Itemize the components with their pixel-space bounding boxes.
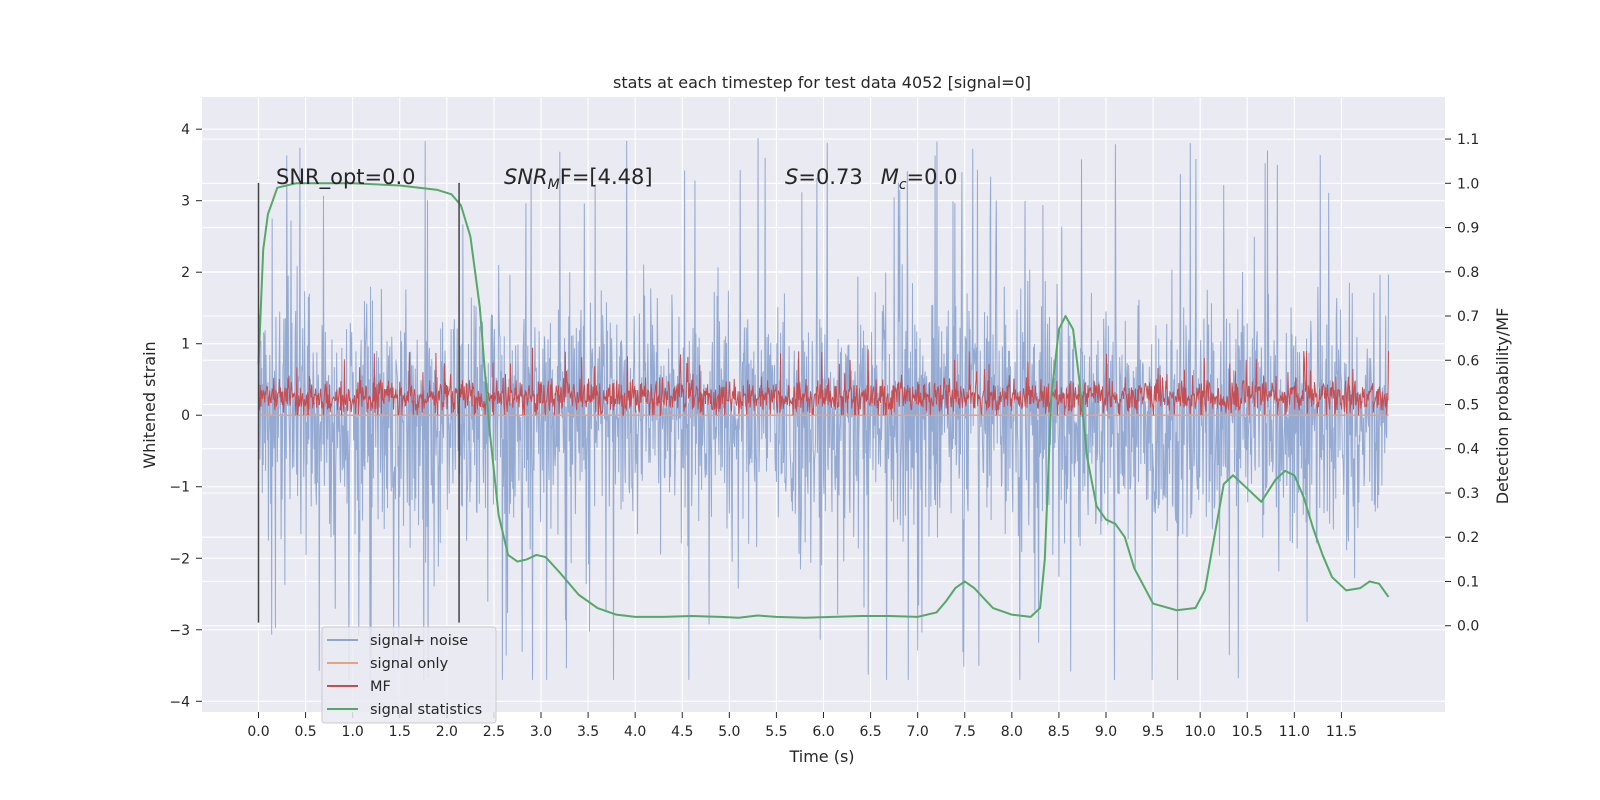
x-tick-label-6: 3.0: [530, 724, 552, 740]
annotation-snr-mf-label: SNR: [504, 165, 548, 189]
annotation-s-value: =0.73: [798, 165, 862, 189]
x-tick-label-22: 11.0: [1279, 724, 1310, 740]
x-axis-label: Time (s): [788, 747, 854, 766]
x-tick-label-13: 6.5: [859, 724, 881, 740]
legend-box: [321, 626, 497, 724]
x-tick-label-7: 3.5: [577, 724, 599, 740]
y2-tick-label-8: 0.3: [1457, 486, 1479, 502]
y2-tick-label-3: 0.8: [1457, 265, 1479, 281]
x-tick-label-20: 10.0: [1185, 724, 1216, 740]
x-tick-label-19: 9.5: [1142, 724, 1164, 740]
x-tick-label-2: 1.0: [342, 724, 364, 740]
y2-tick-label-10: 0.1: [1457, 574, 1479, 590]
x-tick-label-11: 5.5: [765, 724, 787, 740]
mf-line: [258, 347, 1389, 416]
annotation-mc-sub: c: [899, 177, 907, 193]
y-tick-label-1: 3: [181, 194, 190, 210]
y-tick-label-7: −3: [169, 623, 190, 639]
x-tick-label-3: 1.5: [389, 724, 411, 740]
annotation-snr-mf-value: F=[4.48]: [560, 165, 653, 189]
y2-tick-label-9: 0.2: [1457, 530, 1479, 546]
y-tick-label-2: 2: [181, 265, 190, 281]
annotation-snr-mf-sub: M: [548, 177, 560, 193]
annotation-snr-mf: SNRMF=[4.48]: [504, 165, 653, 193]
y2-ticks: 1.1 1.0 0.9 0.8 0.7 0.6 0.5 0.4 0.3 0.2 0.1 0.0: [1445, 132, 1479, 635]
x-tick-label-9: 4.5: [671, 724, 693, 740]
statistics-line: [257, 182, 1390, 619]
y2-axis-label: Detection probability/MF: [1493, 308, 1512, 505]
y-tick-label-5: −1: [169, 480, 190, 496]
x-ticks: 0.0 0.5 1.0 1.5 2.0 2.5 3.0 3.5 4.0 4.5 5.0 5.5 6.0 6…: [247, 712, 1357, 740]
y2-tick-label-11: 0.0: [1457, 619, 1479, 635]
x-tick-label-0: 0.0: [247, 724, 269, 740]
x-tick-label-18: 9.0: [1095, 724, 1117, 740]
x-tick-label-17: 8.5: [1048, 724, 1070, 740]
x-tick-label-4: 2.0: [436, 724, 458, 740]
x-tick-label-8: 4.0: [624, 724, 646, 740]
y-tick-label-6: −2: [169, 551, 190, 567]
y-ticks: 4 3 2 1 0 −1 −2 −3 −4: [169, 122, 202, 710]
annotation-s-label: S: [785, 165, 798, 189]
annotation-mc-value: =0.0: [907, 165, 958, 189]
y-axis-label: Whitened strain: [140, 341, 159, 468]
annotation-snr-opt: SNR_opt=0.0: [276, 165, 416, 190]
legend-label-mf: MF: [370, 679, 391, 695]
y2-tick-label-6: 0.5: [1457, 398, 1479, 414]
annotation-s-mc: S=0.73 Mc=0.0: [785, 165, 958, 193]
y2-tick-label-0: 1.1: [1457, 132, 1479, 148]
y-tick-label-4: 0: [181, 408, 190, 424]
y-tick-label-3: 1: [181, 337, 190, 353]
y2-tick-label-4: 0.7: [1457, 309, 1479, 325]
y2-tick-label-2: 0.9: [1457, 221, 1479, 237]
series-signal-statistics: [257, 182, 1390, 619]
x-tick-label-12: 6.0: [812, 724, 834, 740]
y-tick-label-8: −4: [169, 694, 190, 710]
x-tick-label-5: 2.5: [483, 724, 505, 740]
legend: signal+ noise signal only MF signal stat…: [321, 626, 497, 724]
annotation-mc-label: M: [881, 165, 899, 189]
series-mf: [258, 347, 1389, 416]
legend-label-signal-noise: signal+ noise: [370, 633, 468, 649]
x-tick-label-1: 0.5: [294, 724, 316, 740]
x-tick-label-10: 5.0: [718, 724, 740, 740]
y-tick-label-0: 4: [181, 122, 190, 138]
x-tick-label-15: 7.5: [954, 724, 976, 740]
x-tick-label-23: 11.5: [1326, 724, 1357, 740]
y2-tick-label-5: 0.6: [1457, 353, 1479, 369]
legend-label-signal-only: signal only: [370, 656, 449, 672]
y2-tick-label-1: 1.0: [1457, 176, 1479, 192]
marker-lines: [257, 182, 460, 623]
x-tick-label-14: 7.0: [907, 724, 929, 740]
legend-label-signal-statistics: signal statistics: [370, 702, 482, 718]
x-tick-label-16: 8.0: [1001, 724, 1023, 740]
y2-tick-label-7: 0.4: [1457, 442, 1479, 458]
chart-title: stats at each timestep for test data 405…: [613, 73, 1031, 92]
x-tick-label-21: 10.5: [1232, 724, 1263, 740]
